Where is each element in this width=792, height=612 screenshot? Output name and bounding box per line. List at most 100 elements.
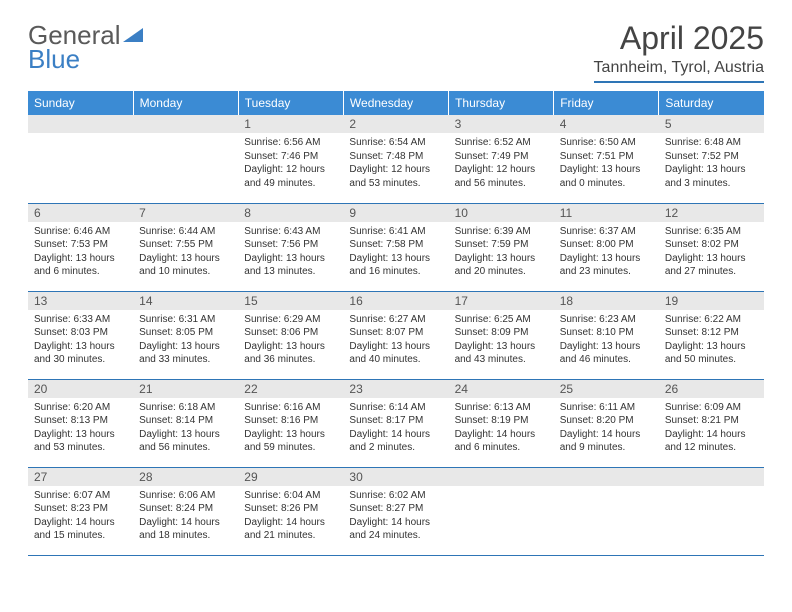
daylight-text: Daylight: 13 hours and 43 minutes.	[455, 340, 548, 367]
day-content: Sunrise: 6:04 AMSunset: 8:26 PMDaylight:…	[238, 486, 343, 547]
calendar-day-cell: 25Sunrise: 6:11 AMSunset: 8:20 PMDayligh…	[554, 379, 659, 467]
calendar-day-cell: 24Sunrise: 6:13 AMSunset: 8:19 PMDayligh…	[449, 379, 554, 467]
triangle-icon	[123, 20, 143, 51]
day-content: Sunrise: 6:48 AMSunset: 7:52 PMDaylight:…	[659, 133, 764, 194]
empty-day-header	[133, 115, 238, 133]
sunset-text: Sunset: 7:48 PM	[349, 150, 442, 164]
sunrise-text: Sunrise: 6:39 AM	[455, 225, 548, 239]
day-number: 27	[28, 468, 133, 486]
weekday-header: Saturday	[659, 91, 764, 115]
daylight-text: Daylight: 14 hours and 18 minutes.	[139, 516, 232, 543]
empty-day-header	[554, 468, 659, 486]
day-number: 13	[28, 292, 133, 310]
sunset-text: Sunset: 8:02 PM	[665, 238, 758, 252]
daylight-text: Daylight: 13 hours and 46 minutes.	[560, 340, 653, 367]
daylight-text: Daylight: 13 hours and 23 minutes.	[560, 252, 653, 279]
sunset-text: Sunset: 8:00 PM	[560, 238, 653, 252]
weekday-header: Monday	[133, 91, 238, 115]
day-number: 14	[133, 292, 238, 310]
calendar-week-row: 1Sunrise: 6:56 AMSunset: 7:46 PMDaylight…	[28, 115, 764, 203]
sunset-text: Sunset: 7:46 PM	[244, 150, 337, 164]
sunrise-text: Sunrise: 6:46 AM	[34, 225, 127, 239]
daylight-text: Daylight: 13 hours and 53 minutes.	[34, 428, 127, 455]
day-number: 15	[238, 292, 343, 310]
daylight-text: Daylight: 13 hours and 56 minutes.	[139, 428, 232, 455]
sunset-text: Sunset: 8:03 PM	[34, 326, 127, 340]
sunset-text: Sunset: 8:14 PM	[139, 414, 232, 428]
day-number: 29	[238, 468, 343, 486]
logo-text-blue: Blue	[28, 44, 80, 75]
day-number: 24	[449, 380, 554, 398]
calendar-day-cell: 20Sunrise: 6:20 AMSunset: 8:13 PMDayligh…	[28, 379, 133, 467]
calendar-day-cell: 13Sunrise: 6:33 AMSunset: 8:03 PMDayligh…	[28, 291, 133, 379]
page-title: April 2025	[594, 20, 764, 57]
sunset-text: Sunset: 8:24 PM	[139, 502, 232, 516]
day-content: Sunrise: 6:02 AMSunset: 8:27 PMDaylight:…	[343, 486, 448, 547]
daylight-text: Daylight: 14 hours and 21 minutes.	[244, 516, 337, 543]
calendar-day-cell: 1Sunrise: 6:56 AMSunset: 7:46 PMDaylight…	[238, 115, 343, 203]
daylight-text: Daylight: 14 hours and 12 minutes.	[665, 428, 758, 455]
calendar-table: SundayMondayTuesdayWednesdayThursdayFrid…	[28, 91, 764, 556]
day-content: Sunrise: 6:54 AMSunset: 7:48 PMDaylight:…	[343, 133, 448, 194]
weekday-header: Friday	[554, 91, 659, 115]
day-content: Sunrise: 6:13 AMSunset: 8:19 PMDaylight:…	[449, 398, 554, 459]
sunrise-text: Sunrise: 6:43 AM	[244, 225, 337, 239]
day-content: Sunrise: 6:46 AMSunset: 7:53 PMDaylight:…	[28, 222, 133, 283]
daylight-text: Daylight: 12 hours and 53 minutes.	[349, 163, 442, 190]
sunrise-text: Sunrise: 6:44 AM	[139, 225, 232, 239]
calendar-day-cell: 3Sunrise: 6:52 AMSunset: 7:49 PMDaylight…	[449, 115, 554, 203]
sunrise-text: Sunrise: 6:14 AM	[349, 401, 442, 415]
calendar-day-cell: 8Sunrise: 6:43 AMSunset: 7:56 PMDaylight…	[238, 203, 343, 291]
calendar-day-cell: 18Sunrise: 6:23 AMSunset: 8:10 PMDayligh…	[554, 291, 659, 379]
empty-day-header	[449, 468, 554, 486]
calendar-day-cell: 22Sunrise: 6:16 AMSunset: 8:16 PMDayligh…	[238, 379, 343, 467]
day-number: 8	[238, 204, 343, 222]
weekday-header: Tuesday	[238, 91, 343, 115]
daylight-text: Daylight: 13 hours and 40 minutes.	[349, 340, 442, 367]
daylight-text: Daylight: 14 hours and 2 minutes.	[349, 428, 442, 455]
sunrise-text: Sunrise: 6:20 AM	[34, 401, 127, 415]
sunset-text: Sunset: 8:21 PM	[665, 414, 758, 428]
day-content: Sunrise: 6:43 AMSunset: 7:56 PMDaylight:…	[238, 222, 343, 283]
calendar-day-cell: 10Sunrise: 6:39 AMSunset: 7:59 PMDayligh…	[449, 203, 554, 291]
calendar-day-cell: 7Sunrise: 6:44 AMSunset: 7:55 PMDaylight…	[133, 203, 238, 291]
day-content: Sunrise: 6:22 AMSunset: 8:12 PMDaylight:…	[659, 310, 764, 371]
sunset-text: Sunset: 8:12 PM	[665, 326, 758, 340]
day-content: Sunrise: 6:29 AMSunset: 8:06 PMDaylight:…	[238, 310, 343, 371]
daylight-text: Daylight: 13 hours and 3 minutes.	[665, 163, 758, 190]
day-number: 17	[449, 292, 554, 310]
sunset-text: Sunset: 8:16 PM	[244, 414, 337, 428]
day-number: 2	[343, 115, 448, 133]
daylight-text: Daylight: 13 hours and 30 minutes.	[34, 340, 127, 367]
calendar-day-cell: 15Sunrise: 6:29 AMSunset: 8:06 PMDayligh…	[238, 291, 343, 379]
day-content: Sunrise: 6:33 AMSunset: 8:03 PMDaylight:…	[28, 310, 133, 371]
sunset-text: Sunset: 8:05 PM	[139, 326, 232, 340]
day-number: 4	[554, 115, 659, 133]
sunset-text: Sunset: 7:56 PM	[244, 238, 337, 252]
sunrise-text: Sunrise: 6:02 AM	[349, 489, 442, 503]
calendar-week-row: 13Sunrise: 6:33 AMSunset: 8:03 PMDayligh…	[28, 291, 764, 379]
sunrise-text: Sunrise: 6:56 AM	[244, 136, 337, 150]
calendar-day-cell: 29Sunrise: 6:04 AMSunset: 8:26 PMDayligh…	[238, 467, 343, 555]
empty-day-header	[659, 468, 764, 486]
sunrise-text: Sunrise: 6:11 AM	[560, 401, 653, 415]
daylight-text: Daylight: 13 hours and 20 minutes.	[455, 252, 548, 279]
calendar-day-cell: 27Sunrise: 6:07 AMSunset: 8:23 PMDayligh…	[28, 467, 133, 555]
day-content: Sunrise: 6:37 AMSunset: 8:00 PMDaylight:…	[554, 222, 659, 283]
day-content: Sunrise: 6:14 AMSunset: 8:17 PMDaylight:…	[343, 398, 448, 459]
sunset-text: Sunset: 7:52 PM	[665, 150, 758, 164]
sunset-text: Sunset: 8:06 PM	[244, 326, 337, 340]
day-number: 25	[554, 380, 659, 398]
day-content: Sunrise: 6:11 AMSunset: 8:20 PMDaylight:…	[554, 398, 659, 459]
calendar-day-cell: 4Sunrise: 6:50 AMSunset: 7:51 PMDaylight…	[554, 115, 659, 203]
day-content: Sunrise: 6:56 AMSunset: 7:46 PMDaylight:…	[238, 133, 343, 194]
sunset-text: Sunset: 8:17 PM	[349, 414, 442, 428]
sunrise-text: Sunrise: 6:54 AM	[349, 136, 442, 150]
daylight-text: Daylight: 13 hours and 50 minutes.	[665, 340, 758, 367]
sunset-text: Sunset: 8:27 PM	[349, 502, 442, 516]
day-number: 12	[659, 204, 764, 222]
day-number: 20	[28, 380, 133, 398]
sunrise-text: Sunrise: 6:33 AM	[34, 313, 127, 327]
sunrise-text: Sunrise: 6:27 AM	[349, 313, 442, 327]
daylight-text: Daylight: 14 hours and 9 minutes.	[560, 428, 653, 455]
